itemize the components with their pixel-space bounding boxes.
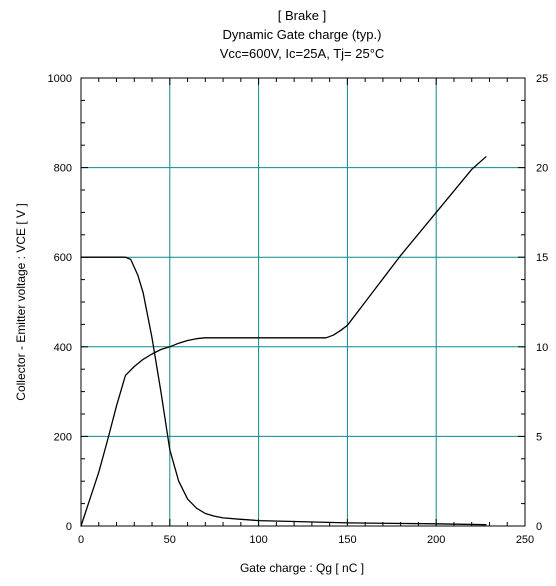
x-tick-label: 100	[249, 534, 267, 546]
y2-tick-label: 25	[536, 73, 548, 85]
x-axis-label: Gate charge : Qg [ nC ]	[240, 561, 364, 575]
chart-title-line-1: [ Brake ]	[278, 8, 326, 23]
y-tick-label: 800	[54, 163, 72, 175]
y2-tick-label: 0	[536, 521, 542, 533]
y2-tick-label: 15	[536, 252, 548, 264]
chart-title-line-2: Dynamic Gate charge (typ.)	[223, 27, 382, 42]
y-axis-label: Collector - Emitter voltage : VCE [ V ]	[14, 203, 28, 400]
y-tick-label: 200	[54, 431, 72, 443]
gate-voltage-curve	[80, 156, 487, 527]
y-tick-label: 1000	[48, 73, 72, 85]
x-tick-label: 50	[164, 534, 176, 546]
x-tick-label: 250	[516, 534, 534, 546]
grid-lines	[81, 78, 525, 526]
y-tick-label: 600	[54, 252, 72, 264]
y2-tick-label: 10	[536, 342, 548, 354]
y2-tick-label: 20	[536, 163, 548, 175]
x-tick-label: 200	[427, 534, 445, 546]
vce-curve	[80, 256, 487, 526]
chart-title-line-3: Vcc=600V, Ic=25A, Tj= 25°C	[220, 46, 385, 61]
x-tick-label: 150	[338, 534, 356, 546]
data-series	[80, 156, 487, 527]
axis-ticks	[80, 77, 526, 527]
y-tick-label: 0	[66, 521, 72, 533]
plot-frame	[80, 77, 526, 527]
y2-tick-label: 5	[536, 431, 542, 443]
tick-labels: 0 50 100 150 200 2500200400600800100005101520…	[48, 73, 549, 546]
y-tick-label: 400	[54, 342, 72, 354]
x-tick-label: 0	[78, 534, 84, 546]
